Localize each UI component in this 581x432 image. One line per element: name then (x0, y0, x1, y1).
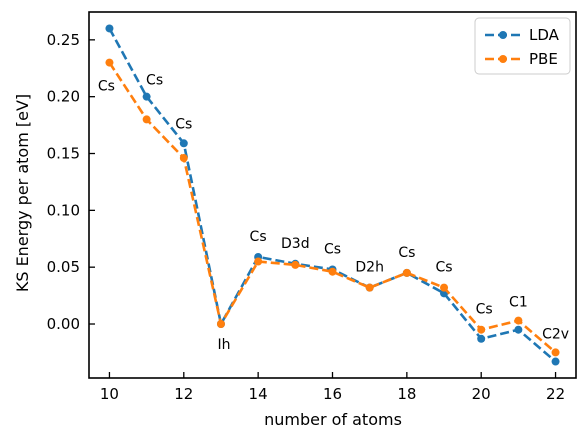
data-point-pbe (179, 154, 188, 163)
x-tick-label: 10 (100, 385, 119, 403)
x-tick-label: 20 (472, 385, 491, 403)
y-tick-label: 0.10 (47, 201, 80, 219)
series-layer (105, 24, 560, 366)
annotation-label: D3d (281, 236, 310, 252)
data-point-pbe (402, 268, 411, 277)
y-tick-label: 0.15 (47, 145, 80, 163)
data-point-lda (179, 139, 188, 148)
data-point-lda (551, 357, 560, 366)
legend-label-lda: LDA (529, 26, 560, 44)
axis-layer: 10 12 14 16 18 20 22 0.00 0.05 0.10 0.15 0.20 0.25 (47, 11, 577, 403)
legend-marker-lda (499, 31, 507, 39)
data-point-pbe (254, 257, 263, 266)
data-point-lda (142, 92, 151, 101)
x-tick-label: 12 (174, 385, 193, 403)
annotation-label: D2h (355, 260, 384, 276)
legend-label-pbe: PBE (529, 50, 558, 68)
data-point-pbe (514, 316, 523, 325)
annotation-label: C1 (509, 295, 528, 311)
legend-marker-pbe (499, 55, 507, 63)
annotation-label: Cs (476, 302, 493, 318)
annotation-label: Cs (250, 229, 267, 245)
x-axis-label: number of atoms (264, 410, 402, 429)
y-tick-label: 0.00 (47, 315, 80, 333)
data-point-pbe (551, 348, 560, 357)
data-point-pbe (142, 115, 151, 124)
data-point-lda (477, 334, 486, 343)
data-point-pbe (328, 267, 337, 276)
data-point-pbe (440, 283, 449, 292)
legend-layer: LDA PBE (474, 17, 571, 75)
x-tick-label: 18 (397, 385, 416, 403)
annotation-label: Cs (175, 116, 192, 132)
annotation-layer: Cs Cs Cs Ih Cs D3d Cs D2h Cs Cs Cs C1 C2v (98, 73, 569, 353)
x-tick-label: 14 (249, 385, 268, 403)
data-point-pbe (105, 58, 114, 67)
y-tick-label: 0.05 (47, 258, 80, 276)
data-point-pbe (477, 325, 486, 334)
annotation-label: Cs (324, 242, 341, 258)
x-tick-label: 16 (323, 385, 342, 403)
y-tick-label: 0.25 (47, 31, 80, 49)
annotation-label: Ih (217, 337, 230, 353)
annotation-label: Cs (398, 245, 415, 261)
annotation-label: C2v (542, 326, 569, 342)
x-tick-label: 22 (546, 385, 565, 403)
data-point-lda (514, 325, 523, 334)
data-point-pbe (291, 260, 300, 269)
annotation-label: Cs (146, 73, 163, 89)
y-axis-label: KS Energy per atom [eV] (13, 94, 32, 292)
data-point-lda (105, 24, 114, 33)
data-point-pbe (365, 283, 374, 292)
annotation-label: Cs (435, 260, 452, 276)
y-tick-label: 0.20 (47, 88, 80, 106)
data-point-pbe (216, 320, 225, 329)
annotation-label: Cs (98, 79, 115, 95)
